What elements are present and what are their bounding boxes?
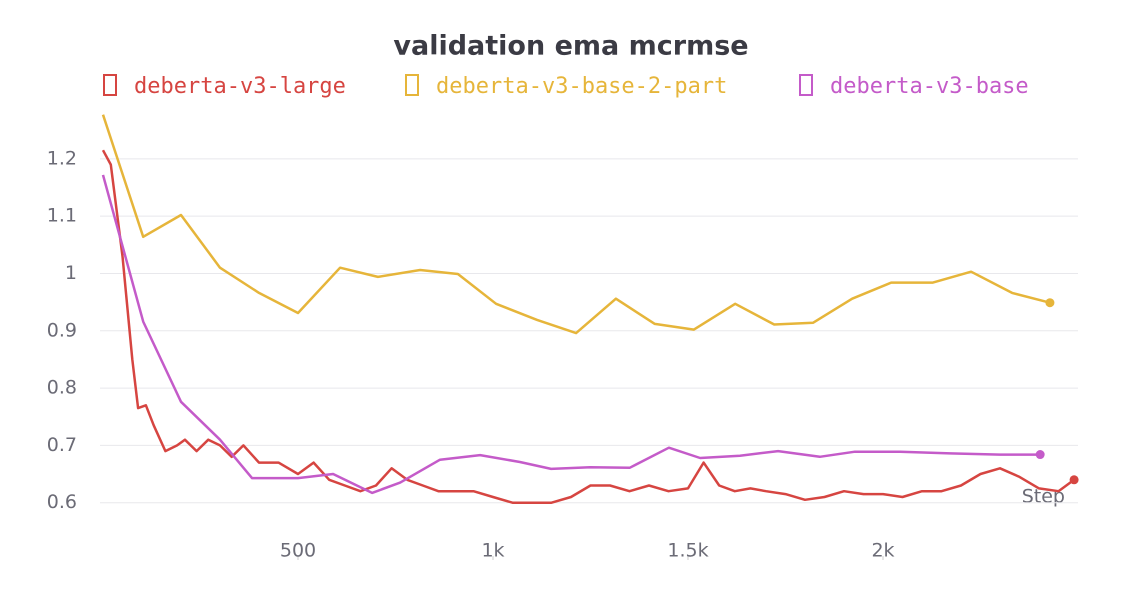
y-tick-label: 0.6 [47,491,77,513]
legend-swatch [405,74,419,96]
series-line [101,149,1075,504]
chart-title: validation ema mcrmse [393,31,748,62]
legend-label: deberta-v3-base [830,74,1029,99]
x-tick-label: 500 [280,540,316,562]
legend-swatch [103,74,117,96]
x-tick-label: 1k [481,540,504,562]
y-tick-label: 1.1 [47,205,77,227]
end-dot [1045,298,1055,308]
series-line [101,174,1041,495]
y-tick-label: 0.9 [47,319,77,341]
y-tick-label: 0.8 [47,377,77,399]
legend-swatch [799,74,813,96]
legend-label: deberta-v3-large [134,74,346,99]
x-tick-label: 2k [871,540,894,562]
x-tick-label: 1.5k [667,540,708,562]
legend-label: deberta-v3-base-2-part [436,74,727,99]
end-dot [1035,450,1045,460]
y-tick-label: 1.2 [47,147,77,169]
y-tick-label: 0.7 [47,434,77,456]
y-tick-label: 1 [65,262,77,284]
end-dot [1069,475,1079,485]
series-line [101,114,1051,335]
